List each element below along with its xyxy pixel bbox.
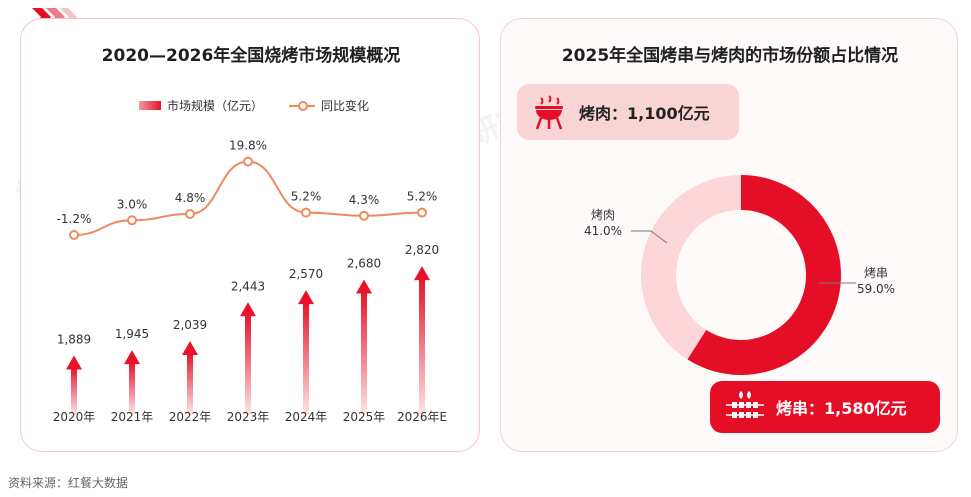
market-size-bar — [303, 302, 309, 414]
market-size-bar-arrowhead — [66, 355, 82, 370]
x-axis-tick-label: 2024年 — [285, 410, 328, 424]
source-note: 资料来源：红餐大数据 — [8, 476, 129, 490]
yoy-change-point — [69, 230, 79, 240]
yoy-change-label: 4.8% — [175, 191, 206, 205]
market-size-chart: 1,889 2020年 1,945 2021年 2,039 2022年 2,443 2023年… — [53, 139, 447, 425]
market-share-chart: 烤肉 41.0% 烤串 59.0% — [584, 175, 895, 375]
market-size-value-label: 2,570 — [289, 267, 323, 281]
grill-icon — [535, 95, 563, 130]
market-size-value-label: 2,443 — [231, 279, 265, 293]
market-size-value-label: 2,820 — [405, 243, 439, 257]
meat-total-badge: 烤肉：1,100亿元 — [517, 84, 739, 140]
legend-line-label: 同比变化 — [321, 99, 370, 113]
yoy-change-point — [359, 210, 369, 221]
meat-slice-name: 烤肉 — [591, 207, 615, 222]
legend-bar-swatch — [139, 101, 161, 110]
left-legend: 市场规模（亿元） 同比变化 — [139, 97, 369, 114]
meat-share-slice — [641, 175, 741, 360]
x-axis-tick-label: 2026年E — [397, 410, 447, 424]
market-size-bar-arrowhead — [356, 279, 372, 294]
yoy-change-label: 5.2% — [291, 190, 322, 204]
right-chart-title: 2025年全国烤串与烤肉的市场份额占比情况 — [561, 46, 899, 66]
market-size-bar — [419, 278, 425, 414]
market-size-bar — [71, 367, 77, 414]
market-size-bar — [361, 291, 367, 414]
yoy-change-point — [243, 156, 253, 167]
yoy-change-point — [127, 215, 137, 226]
x-axis-tick-label: 2025年 — [343, 410, 386, 424]
x-axis-tick-label: 2022年 — [169, 410, 212, 424]
market-size-bar — [187, 353, 193, 414]
skewer-slice-name: 烤串 — [864, 265, 888, 280]
meat-total-label: 烤肉：1,100亿元 — [579, 104, 710, 123]
x-axis-tick-label: 2021年 — [111, 410, 154, 424]
market-size-value-label: 2,680 — [347, 257, 381, 271]
market-size-bar-arrowhead — [240, 302, 256, 317]
market-size-bar — [129, 362, 135, 414]
skewer-share-slice — [687, 175, 841, 375]
market-size-panel: 2020—2026年全国烧烤市场规模概况 市场规模（亿元） 同比变化 1,889… — [20, 18, 480, 452]
market-size-value-label: 2,039 — [173, 318, 207, 332]
market-size-bar — [245, 314, 251, 414]
skewer-icon — [726, 391, 764, 418]
yoy-change-point — [185, 209, 195, 219]
market-size-bar-arrowhead — [298, 290, 314, 305]
x-axis-tick-label: 2023年 — [227, 410, 270, 424]
skewer-total-label: 烤串：1,580亿元 — [776, 399, 907, 418]
market-size-bar-arrowhead — [124, 350, 140, 365]
skewer-total-badge: 烤串：1,580亿元 — [710, 381, 940, 433]
market-size-value-label: 1,889 — [57, 332, 91, 346]
yoy-change-point — [301, 207, 311, 218]
yoy-change-label: 3.0% — [117, 197, 148, 211]
meat-slice-pct: 41.0% — [584, 224, 622, 238]
market-size-value-label: 1,945 — [115, 327, 149, 341]
yoy-change-label: -1.2% — [57, 212, 92, 226]
market-size-bar-arrowhead — [414, 266, 430, 281]
legend-bar-label: 市场规模（亿元） — [167, 99, 264, 113]
yoy-change-point — [417, 207, 427, 218]
meat-leader-line — [631, 230, 668, 244]
legend-line-swatch — [289, 100, 316, 111]
left-chart-title: 2020—2026年全国烧烤市场规模概况 — [101, 46, 401, 66]
yoy-change-label: 19.8% — [229, 139, 267, 153]
yoy-change-label: 4.3% — [349, 193, 380, 207]
x-axis-tick-label: 2020年 — [53, 410, 96, 424]
skewer-slice-pct: 59.0% — [857, 282, 895, 296]
market-size-bar-arrowhead — [182, 341, 198, 356]
yoy-change-label: 5.2% — [407, 190, 438, 204]
